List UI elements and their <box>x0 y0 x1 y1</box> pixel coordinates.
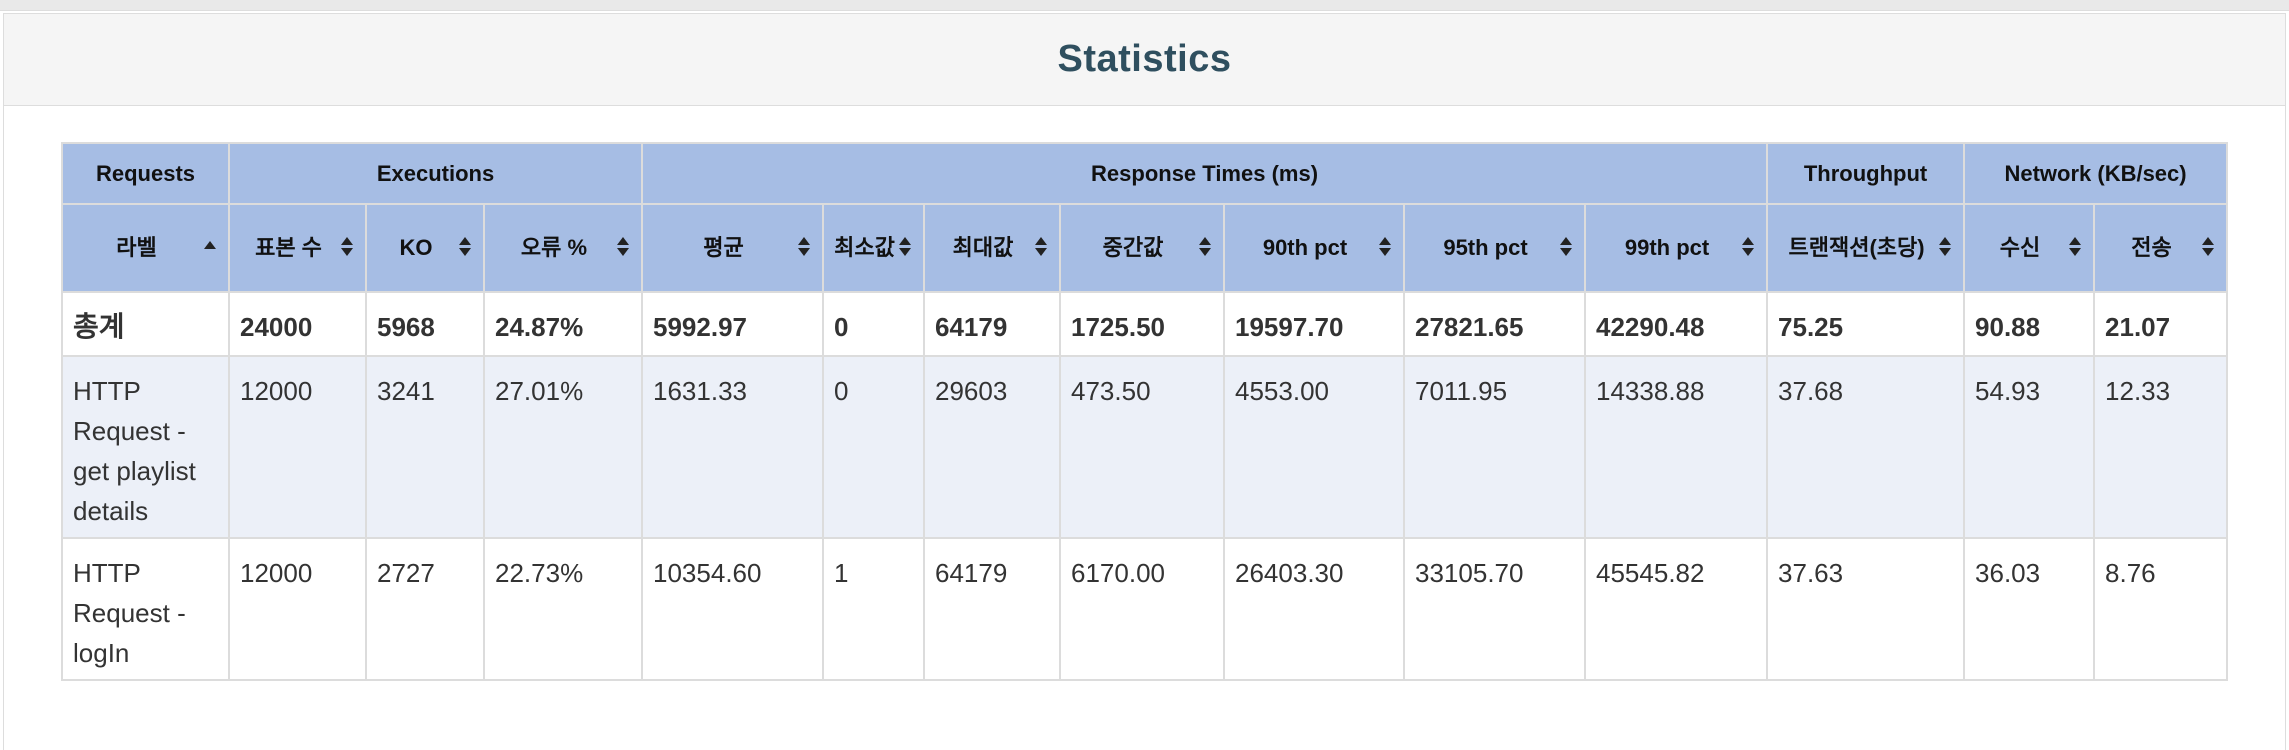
column-header-text: 오류 % <box>520 235 588 260</box>
group-header-row: Requests Executions Response Times (ms) … <box>61 142 2229 205</box>
total-row: 총계 24000 5968 24.87% 5992.97 0 64179 172… <box>61 291 2229 357</box>
total-cell: 1725.50 <box>1059 291 1226 357</box>
column-header-text: 라벨 <box>116 235 157 260</box>
total-cell: 24.87% <box>482 291 644 357</box>
group-header-response-times: Response Times (ms) <box>641 142 1769 205</box>
sort-icon <box>341 237 353 259</box>
total-cell: 42290.48 <box>1584 291 1769 357</box>
total-cell: 5968 <box>365 291 485 357</box>
table-cell: 4553.00 <box>1223 355 1406 539</box>
table-cell: 10354.60 <box>641 537 825 681</box>
sort-icon <box>1035 237 1048 259</box>
table-cell: 12000 <box>228 537 367 681</box>
total-cell: 5992.97 <box>641 291 825 357</box>
statistics-table: Requests Executions Response Times (ms) … <box>61 142 2229 681</box>
column-header-text: 90th pct <box>1262 235 1348 260</box>
group-header-network: Network (KB/sec) <box>1963 142 2229 205</box>
column-header-text: 전송 <box>2131 235 2172 260</box>
table-cell: 3241 <box>365 355 485 539</box>
column-header-text: 최대값 <box>952 235 1014 260</box>
total-cell: 27821.65 <box>1403 291 1587 357</box>
total-cell: 75.25 <box>1766 291 1966 357</box>
table-cell: 0 <box>822 355 926 539</box>
sort-icon <box>459 237 471 259</box>
column-header-min[interactable]: 최소값 <box>822 203 926 293</box>
sort-ascending-icon <box>204 241 216 249</box>
column-header-text: 중간값 <box>1102 235 1164 260</box>
column-header-transactions[interactable]: 트랜잭션(초당) <box>1766 203 1966 293</box>
table-cell: 64179 <box>923 537 1062 681</box>
table-cell: 2727 <box>365 537 485 681</box>
table-cell: 473.50 <box>1059 355 1226 539</box>
total-cell: 0 <box>822 291 926 357</box>
sort-icon <box>798 237 811 259</box>
group-header-throughput: Throughput <box>1766 142 1966 205</box>
total-cell: 21.07 <box>2093 291 2229 357</box>
sort-icon <box>2202 237 2215 259</box>
table-cell: 36.03 <box>1963 537 2096 681</box>
total-cell: 19597.70 <box>1223 291 1406 357</box>
column-header-text: 트랜잭션(초당) <box>1788 235 1925 260</box>
total-cell: 총계 <box>61 291 230 357</box>
table-cell: 12.33 <box>2093 355 2229 539</box>
top-bar <box>0 0 2289 11</box>
table-cell: 7011.95 <box>1403 355 1587 539</box>
column-header-95th-pct[interactable]: 95th pct <box>1403 203 1587 293</box>
table-cell: 12000 <box>228 355 367 539</box>
column-header-error-pct[interactable]: 오류 % <box>482 203 644 293</box>
table-cell: 14338.88 <box>1584 355 1769 539</box>
column-header-90th-pct[interactable]: 90th pct <box>1223 203 1406 293</box>
column-header-median[interactable]: 중간값 <box>1059 203 1226 293</box>
table-cell: 37.63 <box>1766 537 1966 681</box>
table-row: HTTP Request - get playlist details 1200… <box>61 355 2229 539</box>
column-header-average[interactable]: 평균 <box>641 203 825 293</box>
column-header-max[interactable]: 최대값 <box>923 203 1062 293</box>
sort-icon <box>1939 237 1952 259</box>
column-header-text: 최소값 <box>834 235 895 260</box>
table-cell: 6170.00 <box>1059 537 1226 681</box>
table-cell: 27.01% <box>482 355 644 539</box>
column-header-sent[interactable]: 전송 <box>2093 203 2229 293</box>
table-cell: 29603 <box>923 355 1062 539</box>
table-cell: 33105.70 <box>1403 537 1587 681</box>
sort-icon <box>1742 237 1755 259</box>
column-header-text: 수신 <box>1999 235 2041 260</box>
table-row: HTTP Request - logIn 12000 2727 22.73% 1… <box>61 537 2229 681</box>
sort-icon <box>1560 237 1573 259</box>
column-header-label[interactable]: 라벨 <box>61 203 230 293</box>
column-header-text: 95th pct <box>1443 235 1528 260</box>
total-cell: 90.88 <box>1963 291 2096 357</box>
table-cell: 22.73% <box>482 537 644 681</box>
column-header-row: 라벨 표본 수 KO 오류 % 평균 최소값 최대값 중간값 90th pct … <box>61 203 2229 293</box>
table-cell: 8.76 <box>2093 537 2229 681</box>
column-header-text: 평균 <box>703 235 744 260</box>
table-cell: 26403.30 <box>1223 537 1406 681</box>
panel-heading: Statistics <box>4 14 2285 106</box>
total-cell: 64179 <box>923 291 1062 357</box>
column-header-99th-pct[interactable]: 99th pct <box>1584 203 1769 293</box>
sort-icon <box>899 237 912 259</box>
group-header-executions: Executions <box>227 142 644 205</box>
total-cell: 24000 <box>228 291 367 357</box>
column-header-text: KO <box>399 235 433 260</box>
table-cell-label: HTTP Request - get playlist details <box>61 355 230 539</box>
column-header-text: 표본 수 <box>255 235 322 260</box>
column-header-samples[interactable]: 표본 수 <box>228 203 367 293</box>
table-cell: 45545.82 <box>1584 537 1769 681</box>
table-cell-label: HTTP Request - logIn <box>61 537 230 681</box>
column-header-ko[interactable]: KO <box>365 203 485 293</box>
sort-icon <box>1199 237 1212 259</box>
sort-icon <box>2069 237 2082 259</box>
table-cell: 54.93 <box>1963 355 2096 539</box>
sort-icon <box>1379 237 1392 259</box>
sort-icon <box>617 237 630 259</box>
column-header-text: 99th pct <box>1624 235 1710 260</box>
table-cell: 37.68 <box>1766 355 1966 539</box>
table-cell: 1631.33 <box>641 355 825 539</box>
column-header-received[interactable]: 수신 <box>1963 203 2096 293</box>
page-title: Statistics <box>1057 38 1232 80</box>
table-cell: 1 <box>822 537 926 681</box>
group-header-requests: Requests <box>61 142 230 205</box>
